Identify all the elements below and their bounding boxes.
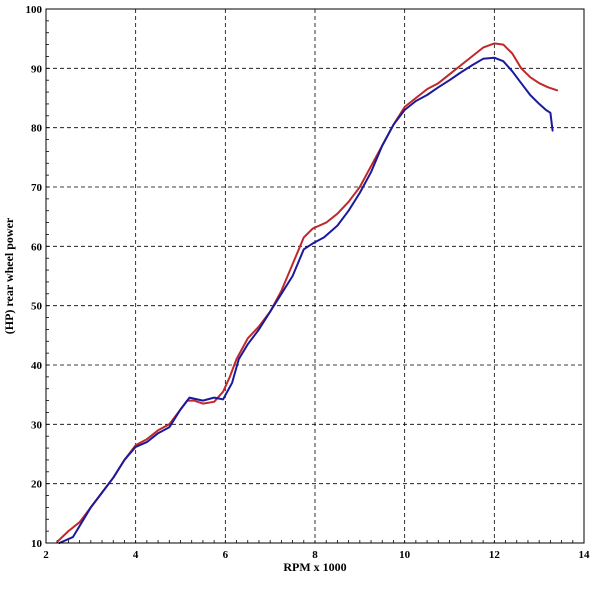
series-layer	[56, 42, 559, 544]
blue-power-curve	[58, 56, 554, 544]
y-tick-label: 30	[31, 419, 43, 431]
x-axis-title: RPM x 1000	[283, 560, 346, 574]
x-tick-label: 6	[223, 549, 229, 561]
plot-frame	[45, 8, 585, 544]
x-tick-label: 4	[133, 549, 139, 561]
grid-layer	[46, 9, 584, 543]
y-tick-label: 10	[31, 538, 43, 550]
x-tick-label: 14	[579, 549, 591, 561]
label-layer: 2 4 6 8 10 12 14 10 20 30 40 50 60 70 80 90 100	[26, 4, 591, 561]
y-tick-label: 60	[31, 241, 43, 253]
y-axis-title: (HP) rear wheel power	[2, 217, 16, 334]
y-tick-label: 50	[31, 301, 43, 313]
y-tick-label: 100	[26, 4, 43, 16]
y-tick-label: 90	[31, 63, 43, 75]
x-tick-label: 2	[43, 549, 49, 561]
x-tick-label: 12	[489, 549, 501, 561]
x-tick-label: 8	[312, 549, 318, 561]
y-tick-label: 80	[31, 123, 43, 135]
y-tick-label: 70	[31, 182, 43, 194]
x-tick-label: 10	[399, 549, 411, 561]
y-tick-label: 20	[31, 479, 43, 491]
y-tick-label: 40	[31, 360, 43, 372]
red-power-curve	[56, 42, 559, 543]
